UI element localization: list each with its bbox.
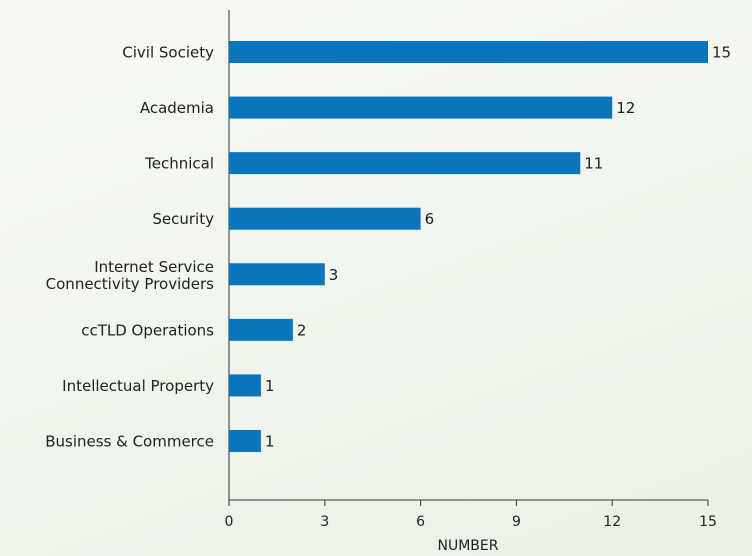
x-tick-label: 0 <box>225 514 234 530</box>
bar <box>229 263 325 286</box>
value-label: 12 <box>616 99 635 117</box>
value-label: 6 <box>425 210 435 228</box>
bar <box>229 96 613 119</box>
bar <box>229 318 293 341</box>
y-tick-label: ccTLD Operations <box>81 321 214 339</box>
bar <box>229 374 261 397</box>
value-label: 15 <box>712 44 731 62</box>
y-tick-label: Internet Service Connectivity Providers <box>46 257 215 292</box>
x-tick-label: 3 <box>320 514 329 530</box>
x-tick-label: 6 <box>416 514 425 530</box>
value-label: 3 <box>329 266 339 284</box>
y-tick-label: Civil Society <box>122 44 214 62</box>
value-label: 1 <box>265 377 275 395</box>
bar <box>229 152 581 175</box>
bar <box>229 41 708 63</box>
x-tick-label: 15 <box>699 514 717 530</box>
x-tick-label: 9 <box>512 514 521 530</box>
y-tick-label: Academia <box>140 99 214 117</box>
value-label: 11 <box>584 155 603 173</box>
y-tick-label: Security <box>152 210 214 228</box>
bar <box>229 429 261 452</box>
y-tick-label: Intellectual Property <box>62 377 214 395</box>
value-label: 2 <box>297 321 307 339</box>
bar <box>229 207 421 230</box>
y-tick-label: Technical <box>144 155 214 173</box>
y-tick-label: Business & Commerce <box>45 432 214 450</box>
value-label: 1 <box>265 432 275 450</box>
x-tick-label: 12 <box>603 514 621 530</box>
x-axis-label: NUMBER <box>438 538 499 554</box>
